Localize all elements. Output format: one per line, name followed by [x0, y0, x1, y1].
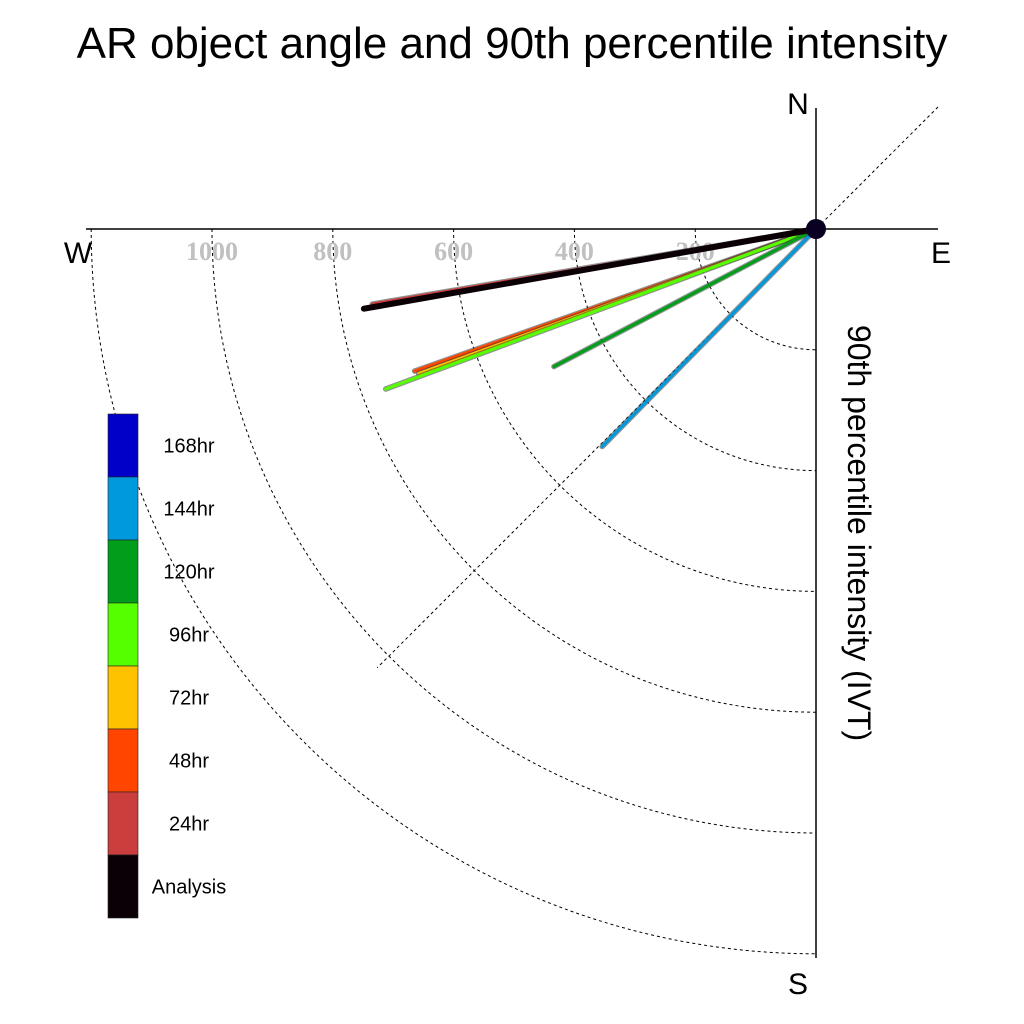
legend-swatch-48hr: [107, 728, 139, 793]
legend-label-72hr: 72hr: [169, 688, 209, 710]
polar-grid: 2004006008001000: [90, 228, 817, 955]
grid-ring: [694, 228, 817, 351]
legend-label-48hr: 48hr: [169, 751, 209, 773]
radial-tick-label: 400: [555, 237, 594, 266]
series-vectors: [360, 226, 819, 450]
legend-swatch-120hr: [107, 539, 139, 604]
legend-label-144hr: 144hr: [163, 499, 214, 521]
legend-swatch-96hr: [107, 602, 139, 667]
legend: 168hr 144hr 120hr 96hr 72hr 48hr 24hr Analysis: [107, 413, 226, 919]
radial-tick-label: 600: [434, 237, 473, 266]
radial-tick-label: 1000: [186, 237, 238, 266]
series-vector-120hr: [552, 227, 818, 369]
legend-label-analysis: Analysis: [152, 877, 226, 899]
series-vector-analysis-main: [360, 226, 819, 312]
grid-ring: [90, 228, 817, 955]
legend-swatch-72hr: [107, 665, 139, 730]
legend-swatch-analysis: [107, 854, 139, 919]
legend-swatch-24hr: [107, 791, 139, 856]
radial-axis-title: 90th percentile intensity (IVT): [841, 325, 877, 741]
east-label: E: [931, 237, 951, 270]
north-label: N: [787, 88, 809, 121]
legend-swatch-144hr: [107, 476, 139, 541]
legend-label-120hr: 120hr: [163, 562, 214, 584]
grid-ring: [573, 228, 817, 472]
series-vector-144hr: [600, 227, 818, 449]
west-label: W: [64, 237, 93, 270]
radial-tick-label: 800: [313, 237, 352, 266]
legend-swatch-168hr: [107, 413, 139, 478]
south-label: S: [788, 968, 808, 1001]
series-vector-96hr: [384, 227, 818, 391]
chart-title: AR object angle and 90th percentile inte…: [77, 19, 948, 68]
legend-label-168hr: 168hr: [163, 436, 214, 458]
legend-label-96hr: 96hr: [169, 625, 209, 647]
legend-label-24hr: 24hr: [169, 814, 209, 836]
origin-marker: [806, 219, 826, 239]
